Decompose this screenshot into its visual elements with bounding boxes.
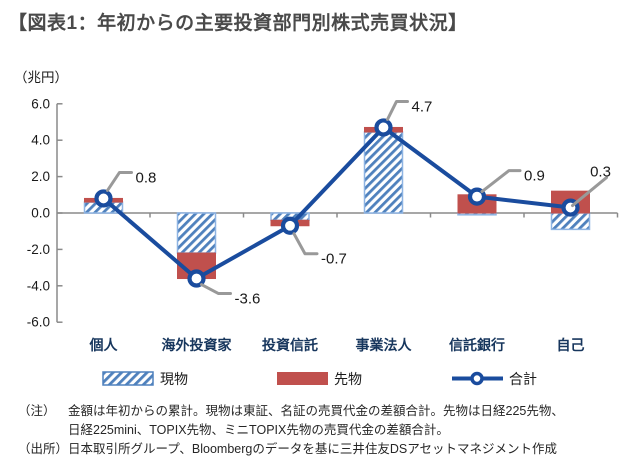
note-line: （注） 金額は年初からの累計。現物は東証、名証の売買代金の差額合計。先物は日経2…	[18, 402, 636, 421]
y-tick-label: -6.0	[27, 315, 50, 330]
total-line	[102, 125, 571, 281]
source-label: （出所）	[18, 442, 69, 456]
category-label-5: 自己	[557, 337, 585, 353]
category-label-1: 海外投資家	[162, 337, 233, 353]
stock-trading-combo-chart: （兆円） 6.0 4.0 2.0 0.0 -2.0 -4.0 -6.0 0.8 -3.6 -0.7 4…	[14, 70, 619, 387]
total-marker-3	[374, 118, 393, 137]
category-label-0: 個人	[89, 337, 119, 353]
y-tick-label: 0.0	[31, 206, 50, 221]
data-label-2: -0.7	[321, 251, 347, 268]
y-tick-label: -4.0	[27, 278, 50, 293]
category-label-3: 事業法人	[356, 337, 413, 353]
note-line: 日経225mini、TOPIX先物、ミニTOPIX先物の売買代金の差額合計。	[18, 421, 636, 440]
callout-leader-4	[480, 169, 522, 194]
page-title: 【図表1：年初からの主要投資部門別株式売買状況】	[8, 13, 468, 34]
y-tick-label: 2.0	[31, 169, 50, 184]
legend-total-label: 合計	[509, 371, 537, 387]
spot-bar-1	[176, 212, 217, 254]
callout-leader-1	[200, 283, 232, 296]
data-label-5: 0.3	[590, 164, 611, 181]
source-line: （出所） 日本取引所グループ、Bloombergのデータを基に三井住友DSアセッ…	[18, 440, 636, 459]
legend-spot-label: 現物	[160, 371, 188, 387]
note-label: （注）	[18, 404, 56, 418]
total-marker-0	[94, 189, 113, 208]
data-label-4: 0.9	[524, 168, 545, 185]
note-text-line2: 日経225mini、TOPIX先物、ミニTOPIX先物の売買代金の差額合計。	[68, 423, 449, 437]
callout-leader-0	[106, 170, 133, 192]
category-label-4: 信託銀行	[449, 337, 505, 353]
y-tick-label: 6.0	[31, 96, 50, 111]
data-label-3: 4.7	[412, 98, 433, 115]
legend-spot-swatch	[102, 371, 154, 386]
total-marker-4	[467, 187, 487, 206]
callout-leader-3	[386, 99, 409, 121]
note-text-line1: 金額は年初からの累計。現物は東証、名証の売買代金の差額合計。先物は日経225先物…	[68, 404, 564, 418]
spot-bar-3	[363, 131, 404, 214]
callout-leader-2	[292, 232, 319, 256]
total-marker-1	[187, 269, 206, 288]
y-tick-label: -2.0	[27, 242, 50, 257]
legend-futures-label: 先物	[334, 371, 362, 387]
data-label-1: -3.6	[235, 291, 261, 308]
footnotes: （注） 金額は年初からの累計。現物は東証、名証の売買代金の差額合計。先物は日経2…	[18, 402, 636, 459]
legend-total-marker	[470, 371, 484, 386]
callout-leader-5	[571, 176, 608, 208]
data-label-0: 0.8	[136, 169, 157, 186]
source-text: 日本取引所グループ、Bloombergのデータを基に三井住友DSアセットマネジメ…	[68, 442, 557, 456]
y-axis-unit-label: （兆円）	[14, 70, 68, 85]
total-marker-2	[280, 216, 300, 235]
y-tick-label: 4.0	[31, 133, 50, 148]
category-label-2: 投資信託	[262, 337, 318, 353]
legend-futures-swatch	[277, 372, 328, 385]
